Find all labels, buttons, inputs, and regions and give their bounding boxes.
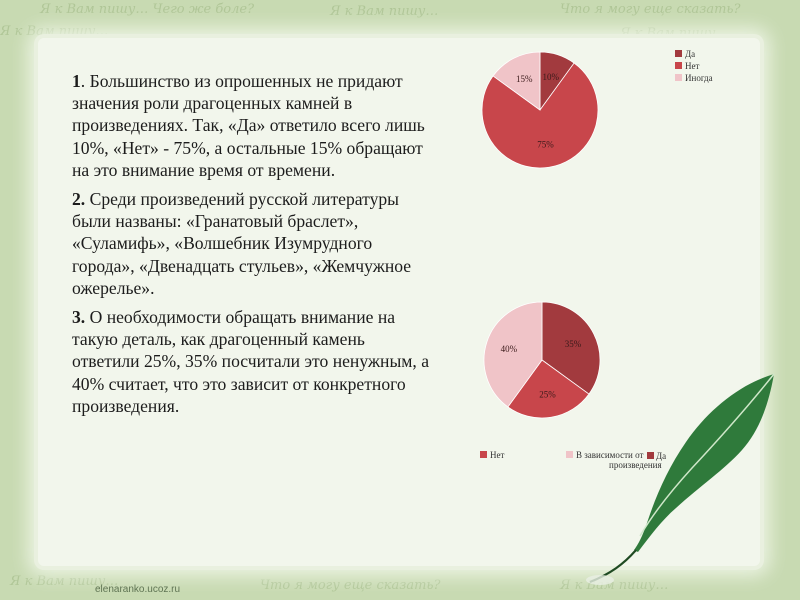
slice-label: 40%: [501, 344, 518, 354]
pie-chart-1: 10% 75% 15% Да Нет Иногда: [481, 49, 713, 169]
paragraph-text: . Большинство из опрошенных не придают з…: [72, 71, 425, 180]
slice-label: 25%: [539, 389, 556, 399]
pie-slice: [483, 301, 543, 408]
paragraph-number: 1: [72, 71, 81, 91]
footer-url: elenaranko.ucoz.ru: [95, 584, 181, 595]
legend-label: Нет: [685, 61, 699, 71]
paragraph-2: 2. Среди произведений русской литературы…: [72, 188, 432, 299]
legend-label: В зависимости от: [576, 450, 643, 460]
content-panel: [38, 38, 760, 566]
background-scribble: Я к Вам пишу…: [0, 24, 109, 39]
slice-label: 75%: [537, 139, 554, 149]
legend-swatch: [566, 451, 573, 458]
paragraph-number: 2.: [72, 189, 86, 210]
pie-chart-2: 35% 25% 40% Да Нет В зависимости отпроизведен…: [480, 301, 666, 470]
legend-swatch: [675, 50, 682, 57]
paragraph-text: О необходимости обращать внимание на так…: [72, 307, 430, 416]
slice-label: 35%: [565, 339, 582, 349]
paragraph-3: 3. О необходимости обращать внимание на …: [72, 306, 432, 417]
slice-label: 15%: [516, 74, 533, 84]
legend-swatch: [675, 62, 682, 69]
legend-swatch: [675, 74, 682, 81]
paragraph-text: Среди произведений русской литературы бы…: [72, 189, 412, 298]
findings-text: 1. Большинство из опрошенных не придают …: [72, 70, 432, 424]
legend-label: Нет: [490, 450, 504, 460]
background-scribble: Я к Вам пишу…: [10, 574, 119, 589]
slice-label: 10%: [543, 72, 560, 82]
paragraph-1: 1. Большинство из опрошенных не придают …: [72, 70, 432, 181]
quill-pen-icon: [586, 373, 775, 585]
background-scribble: Что я могу еще сказать?: [260, 578, 441, 593]
legend-label: Иногда: [685, 73, 713, 83]
pie-slice: [507, 359, 590, 419]
legend-swatch: [647, 452, 654, 459]
background-scribble: Я к Вам пишу… Чего же боле?: [40, 2, 255, 17]
background-scribble: Что я могу еще сказать?: [560, 2, 741, 17]
legend-swatch: [480, 451, 487, 458]
background-scribble: Я к Вам пишу…: [620, 26, 729, 41]
pie-slice: [541, 301, 601, 395]
legend-label: Да: [685, 49, 695, 59]
pie-slice: [492, 51, 541, 111]
background-scribble: Я к Вам пишу…: [330, 4, 439, 19]
legend-label: Да: [656, 451, 666, 461]
legend-label: произведения: [609, 460, 662, 470]
paragraph-number: 3.: [72, 307, 86, 328]
